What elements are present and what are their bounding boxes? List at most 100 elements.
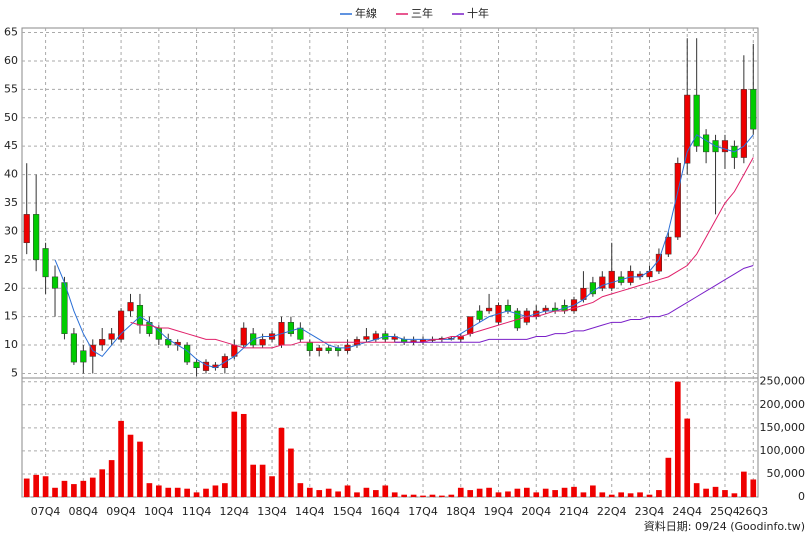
y2-tick-label: 150,000 xyxy=(760,421,806,434)
volume-bar xyxy=(99,469,106,497)
x-tick-label: 26Q3 xyxy=(738,505,768,518)
candle-body xyxy=(108,333,115,340)
legend-label: 年線 xyxy=(355,6,377,20)
y-tick-label: 55 xyxy=(4,82,18,95)
x-tick-label: 07Q4 xyxy=(31,505,61,518)
candle-body xyxy=(750,89,757,130)
volume-bar xyxy=(269,476,275,497)
volume-bar xyxy=(165,487,172,497)
x-tick-label: 14Q4 xyxy=(295,505,325,518)
y-tick-label: 20 xyxy=(4,281,18,294)
x-tick-label: 24Q4 xyxy=(672,505,702,518)
y2-tick-label: 0 xyxy=(798,490,805,503)
candle-body xyxy=(33,214,40,261)
volume-bar xyxy=(174,487,181,497)
volume-bar xyxy=(316,490,323,497)
volume-bar xyxy=(429,494,436,497)
volume-bar xyxy=(184,488,190,497)
candle-body xyxy=(363,336,370,340)
volume-bar xyxy=(665,457,672,497)
x-tick-label: 22Q4 xyxy=(597,505,627,518)
y2-tick-label: 50,000 xyxy=(767,467,806,480)
candle-body xyxy=(202,361,210,371)
candle-body xyxy=(740,89,747,158)
y-tick-label: 25 xyxy=(4,253,18,266)
y-tick-label: 35 xyxy=(4,196,18,209)
legend-label: 三年 xyxy=(411,6,433,20)
volume-bar xyxy=(646,494,653,497)
volume-bar xyxy=(439,495,445,497)
y-tick-label: 30 xyxy=(4,224,18,237)
x-tick-label: 08Q4 xyxy=(69,505,99,518)
candle-body xyxy=(684,94,691,164)
x-tick-label: 18Q4 xyxy=(446,505,476,518)
candle-body xyxy=(70,333,77,363)
volume-bar xyxy=(684,418,691,497)
x-tick-label: 16Q4 xyxy=(370,505,400,518)
volume-bar xyxy=(608,494,615,497)
volume-bar xyxy=(193,492,200,497)
candle-body xyxy=(51,276,59,289)
volume-bar xyxy=(523,487,530,497)
candle-body xyxy=(467,316,474,334)
volume-bar xyxy=(712,486,719,497)
candle-body xyxy=(61,282,68,334)
x-tick-label: 20Q4 xyxy=(521,505,551,518)
volume-bar xyxy=(222,483,228,497)
volume-bar xyxy=(571,486,577,497)
candle-body xyxy=(127,302,134,312)
y-tick-label: 65 xyxy=(4,26,18,39)
candle-body xyxy=(80,350,87,363)
volume-bar xyxy=(674,381,681,497)
candle-body xyxy=(476,310,483,320)
y2-tick-label: 200,000 xyxy=(760,398,806,411)
volume-bar xyxy=(495,492,502,497)
candle-body xyxy=(608,270,615,289)
candle-body xyxy=(316,347,323,351)
volume-bar xyxy=(33,474,39,497)
candle-body xyxy=(589,282,596,295)
y-tick-label: 60 xyxy=(4,54,18,67)
volume-bar xyxy=(250,464,257,497)
x-tick-label: 17Q4 xyxy=(408,505,438,518)
ma-line xyxy=(394,265,754,343)
candle-body xyxy=(721,140,729,153)
volume-bar xyxy=(118,420,124,497)
y2-tick-label: 250,000 xyxy=(760,375,806,388)
candle-body xyxy=(240,327,247,346)
volume-bar xyxy=(693,483,700,497)
volume-bar xyxy=(410,494,417,497)
volume-bar xyxy=(231,411,238,497)
y-tick-label: 10 xyxy=(4,338,18,351)
x-tick-label: 25Q4 xyxy=(710,505,740,518)
candle-body xyxy=(599,276,606,289)
volume-bar xyxy=(401,494,407,497)
volume-bar xyxy=(203,488,209,497)
volume-bar xyxy=(354,492,360,497)
volume-bar xyxy=(561,487,568,497)
volume-bar xyxy=(80,480,87,497)
volume-bar xyxy=(505,491,511,497)
y-tick-label: 50 xyxy=(4,111,18,124)
y-tick-label: 45 xyxy=(4,139,18,152)
volume-bar xyxy=(542,488,549,497)
legend: 年線 三年 十年 xyxy=(340,6,489,20)
x-tick-label: 15Q4 xyxy=(333,505,363,518)
volume-bar xyxy=(89,477,96,497)
candle-body xyxy=(325,347,332,351)
volume-bar xyxy=(363,487,370,497)
volume-bar xyxy=(457,487,464,497)
candle-body xyxy=(306,341,313,351)
volume-bar xyxy=(240,413,247,497)
x-tick-label: 12Q4 xyxy=(219,505,249,518)
volume-bar xyxy=(722,490,728,497)
candle-body xyxy=(693,94,700,147)
volume-bar xyxy=(486,487,492,497)
volume-bar xyxy=(42,476,49,497)
x-tick-label: 23Q4 xyxy=(635,505,665,518)
volume-bar xyxy=(278,427,285,497)
volume-bar xyxy=(533,492,540,497)
volume-bar xyxy=(703,488,709,497)
volume-bar xyxy=(382,485,389,497)
